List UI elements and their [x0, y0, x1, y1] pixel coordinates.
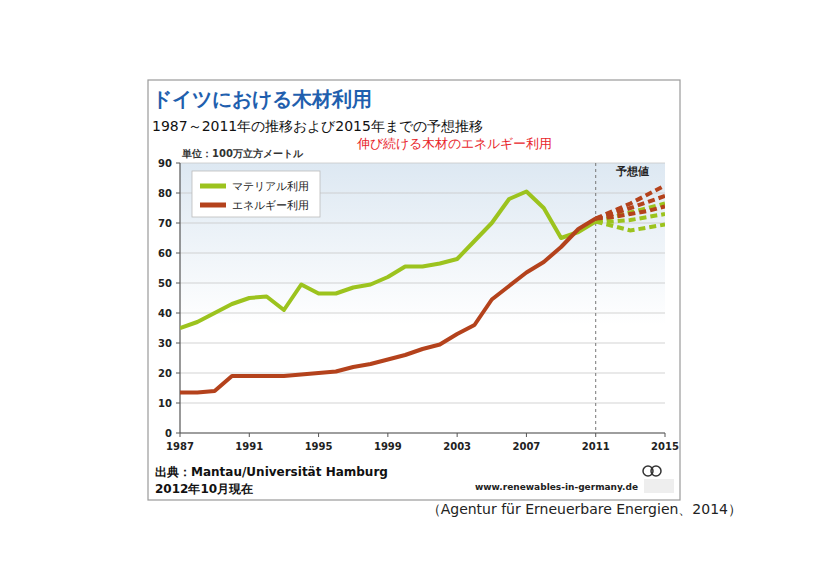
forecast-line — [596, 222, 665, 231]
y-tick-label: 50 — [158, 278, 172, 289]
frame — [148, 80, 680, 500]
y-label: 単位：100万立方メートル — [181, 148, 304, 159]
y-tick-label: 60 — [158, 248, 172, 259]
plot-bg — [180, 163, 665, 433]
forecast-line — [596, 207, 665, 219]
title: ドイツにおける木材利用 — [152, 87, 372, 111]
series-line — [180, 192, 596, 329]
x-tick-label: 2011 — [582, 441, 610, 452]
x-tick-label: 1999 — [374, 441, 402, 452]
date: 2012年10月現在 — [155, 482, 253, 496]
grid-line — [180, 283, 665, 284]
subtitle: 1987～2011年の推移および2015年までの予想推移 — [152, 118, 483, 134]
x-tick-label: 2003 — [443, 441, 471, 452]
x-axis — [180, 432, 665, 433]
legend: マテリアル利用エネルギー利用 — [192, 171, 320, 217]
legend-box — [192, 171, 320, 217]
y-tick-label: 90 — [158, 158, 172, 169]
legend-swatch — [200, 184, 226, 189]
x-tick-label: 1987 — [166, 441, 194, 452]
grid-line — [180, 373, 665, 374]
source: 出典：Mantau/Universität Hamburg — [155, 465, 388, 479]
annotation: 伸び続ける木材のエネルギー利用 — [356, 136, 552, 151]
series-line — [180, 219, 596, 393]
grid-line — [180, 163, 665, 164]
grid-line — [180, 313, 665, 314]
y-tick-label: 70 — [158, 218, 172, 229]
x-tick-label: 1995 — [305, 441, 333, 452]
forecast-line — [596, 186, 665, 219]
forecast-line — [596, 196, 665, 219]
y-tick-label: 30 — [158, 338, 172, 349]
y-tick-label: 80 — [158, 188, 172, 199]
x-tick-label: 2007 — [513, 441, 541, 452]
x-tick-label: 2015 — [651, 441, 679, 452]
grid-line — [180, 433, 665, 434]
x-tick-label: 1991 — [235, 441, 263, 452]
grid-line — [180, 343, 665, 344]
forecast-label: 予想値 — [615, 165, 649, 178]
grid-line — [180, 253, 665, 254]
y-tick-label: 20 — [158, 368, 172, 379]
logo — [644, 479, 674, 493]
legend-swatch — [200, 203, 226, 208]
url: www.renewables-in-germany.de — [475, 482, 638, 492]
y-tick-label: 40 — [158, 308, 172, 319]
logo — [651, 466, 661, 476]
caption: （Agentur für Erneuerbare Energien、2014） — [427, 501, 742, 517]
y-tick-label: 0 — [165, 428, 172, 439]
grid-line — [180, 403, 665, 404]
forecast-divider — [595, 163, 596, 433]
legend-label: エネルギー利用 — [232, 199, 309, 212]
chart-container: ドイツにおける木材利用 1987～2011年の推移および2015年までの予想推移伸… — [0, 0, 820, 580]
legend-label: マテリアル利用 — [232, 180, 309, 193]
chart-svg: ドイツにおける木材利用 1987～2011年の推移および2015年までの予想推移伸… — [0, 0, 820, 580]
y-tick-label: 10 — [158, 398, 172, 409]
